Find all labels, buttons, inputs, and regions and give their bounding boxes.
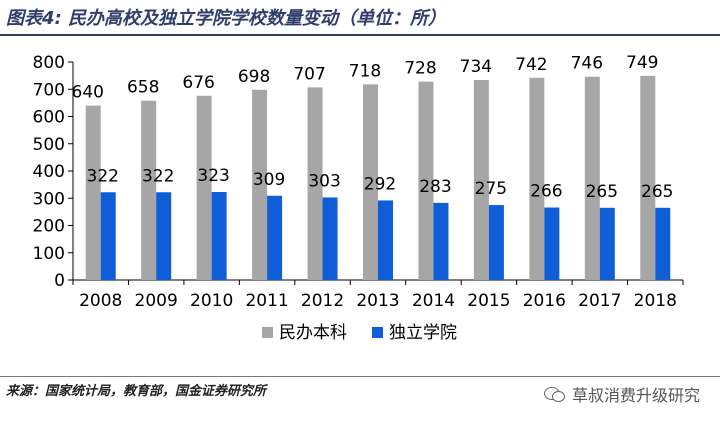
- bar-series-1: [418, 81, 434, 281]
- y-tick-label: 400: [33, 162, 65, 182]
- legend: 民办本科 独立学院: [262, 323, 457, 343]
- bar-series-2: [100, 192, 116, 280]
- data-label: 322: [87, 166, 119, 186]
- data-label: 728: [404, 59, 436, 79]
- wechat-icon: [543, 385, 566, 403]
- bar-series-1: [141, 100, 157, 280]
- x-tick-label: 2010: [190, 291, 233, 311]
- data-label: 303: [308, 171, 340, 191]
- x-tick-label: 2013: [356, 291, 399, 311]
- bar-series-2: [156, 192, 172, 280]
- y-tick-label: 200: [33, 217, 65, 237]
- data-label: 323: [197, 166, 229, 186]
- bar-series-1: [640, 75, 656, 281]
- y-tick-label: 100: [33, 244, 65, 264]
- legend-label: 民办本科: [279, 323, 347, 343]
- bar-series-2: [544, 207, 560, 280]
- x-tick-label: 2014: [412, 291, 455, 311]
- title-rule: [0, 34, 720, 36]
- data-label: 309: [253, 170, 285, 190]
- data-label: 322: [142, 166, 174, 186]
- data-label: 275: [475, 179, 507, 199]
- bar-series-1: [363, 84, 378, 280]
- bar-series-2: [488, 205, 504, 280]
- x-tick-label: 2018: [634, 291, 677, 311]
- y-tick-label: 0: [54, 271, 65, 291]
- y-axis: 0 100 200 300 400 500 600 700 800: [33, 53, 74, 291]
- bar-series-2: [378, 200, 393, 280]
- source-rule: [0, 376, 720, 377]
- figure-title: 图表4: 民办高校及独立学院学校数量变动（单位：所）: [6, 8, 446, 29]
- data-label: 746: [571, 54, 603, 74]
- data-label: 265: [586, 182, 618, 202]
- data-label: 265: [641, 182, 673, 202]
- data-label: 292: [364, 174, 396, 194]
- x-tick-label: 2016: [523, 291, 566, 311]
- bar-series-2: [433, 202, 449, 280]
- x-tick-label: 2008: [79, 291, 122, 311]
- bar-series-1: [307, 87, 323, 280]
- data-label: 283: [419, 177, 451, 197]
- bar-series-2: [599, 207, 615, 280]
- data-label: 266: [530, 182, 562, 202]
- data-label: 718: [349, 61, 381, 81]
- y-tick-label: 700: [33, 80, 65, 100]
- watermark: 草叔消费升级研究: [543, 382, 700, 406]
- x-tick-label: 2009: [135, 291, 178, 311]
- data-label: 734: [460, 57, 492, 77]
- legend-swatch: [372, 327, 383, 338]
- data-label: 658: [127, 78, 159, 98]
- watermark-text: 草叔消费升级研究: [571, 386, 700, 405]
- x-tick-label: 2011: [245, 291, 288, 311]
- bar-series-1: [529, 77, 545, 281]
- data-label: 676: [182, 73, 214, 93]
- y-tick-label: 500: [33, 135, 65, 155]
- bars: [85, 75, 671, 281]
- bar-series-2: [211, 191, 227, 280]
- bar-series-1: [196, 95, 212, 280]
- legend-swatch: [262, 327, 273, 338]
- data-label: 742: [515, 55, 547, 75]
- bar-series-2: [655, 207, 671, 280]
- x-tick-label: 2017: [578, 291, 621, 311]
- source-note: 来源：国家统计局，教育部，国金证券研究所: [6, 384, 267, 399]
- y-tick-label: 800: [33, 53, 65, 73]
- y-tick-label: 600: [33, 108, 65, 128]
- data-label: 640: [72, 83, 104, 103]
- bar-series-1: [85, 105, 101, 280]
- data-label: 698: [238, 67, 270, 87]
- data-label: 707: [293, 64, 325, 84]
- data-labels: 640 322 658 322 676 323 698 309 707 303 718 292 728 2…: [72, 53, 674, 202]
- bar-series-1: [584, 76, 600, 280]
- bar-series-1: [252, 89, 268, 280]
- bar-series-2: [322, 197, 338, 280]
- x-tick-label: 2015: [467, 291, 510, 311]
- bar-series-2: [267, 195, 283, 280]
- legend-label: 独立学院: [389, 323, 457, 343]
- x-tick-label: 2012: [301, 291, 344, 311]
- data-label: 749: [626, 53, 658, 73]
- bar-series-1: [473, 79, 489, 280]
- y-tick-label: 300: [33, 189, 65, 209]
- x-axis: 2008 2009 2010 2011 2012 2013 2014 2015 2016 2017…: [72, 279, 684, 311]
